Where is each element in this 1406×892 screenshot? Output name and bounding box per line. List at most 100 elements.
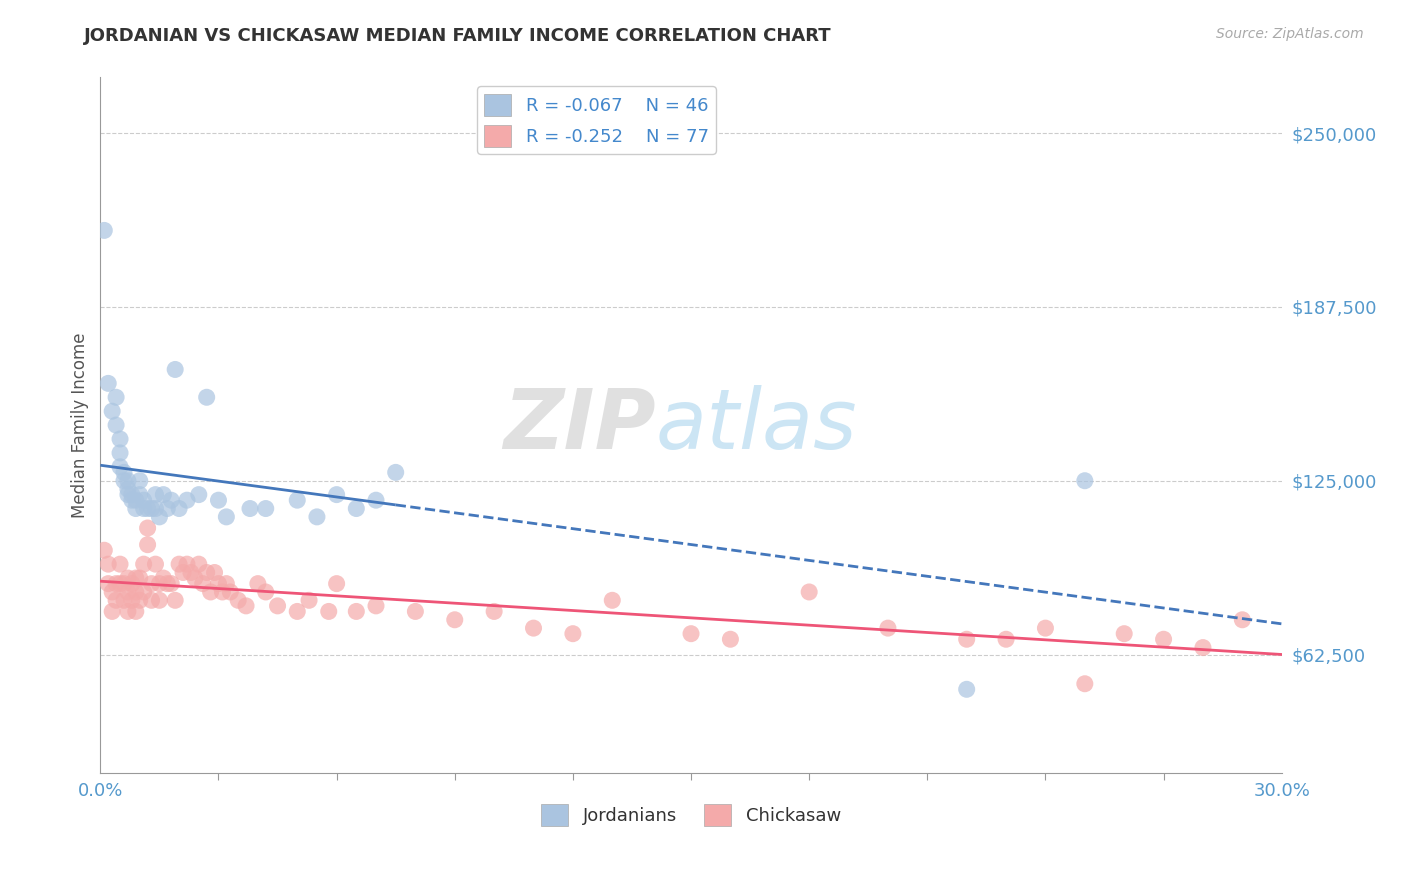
Point	[184, 571, 207, 585]
Point	[108, 459, 131, 474]
Point	[254, 501, 277, 516]
Point	[254, 585, 277, 599]
Point	[344, 501, 367, 516]
Point	[125, 604, 148, 618]
Point	[141, 593, 163, 607]
Point	[877, 621, 900, 635]
Point	[128, 593, 150, 607]
Point	[344, 604, 367, 618]
Point	[121, 576, 143, 591]
Point	[128, 571, 150, 585]
Point	[117, 604, 139, 618]
Text: Source: ZipAtlas.com: Source: ZipAtlas.com	[1216, 27, 1364, 41]
Point	[176, 493, 198, 508]
Point	[1192, 640, 1215, 655]
Point	[187, 557, 209, 571]
Point	[165, 593, 187, 607]
Point	[718, 632, 741, 647]
Point	[108, 446, 131, 460]
Point	[318, 604, 340, 618]
Point	[176, 557, 198, 571]
Point	[522, 621, 544, 635]
Point	[266, 599, 288, 613]
Point	[404, 604, 426, 618]
Point	[1232, 613, 1254, 627]
Point	[215, 576, 238, 591]
Point	[105, 418, 128, 433]
Point	[97, 557, 120, 571]
Point	[211, 585, 233, 599]
Point	[148, 593, 170, 607]
Point	[165, 362, 187, 376]
Point	[121, 493, 143, 508]
Point	[105, 593, 128, 607]
Point	[482, 604, 505, 618]
Point	[1153, 632, 1175, 647]
Point	[160, 576, 183, 591]
Point	[101, 404, 124, 418]
Point	[148, 509, 170, 524]
Point	[156, 576, 179, 591]
Point	[799, 585, 821, 599]
Point	[1074, 474, 1097, 488]
Point	[121, 488, 143, 502]
Point	[93, 223, 115, 237]
Point	[167, 557, 190, 571]
Point	[956, 682, 979, 697]
Text: ZIP: ZIP	[503, 384, 655, 466]
Point	[235, 599, 257, 613]
Point	[108, 557, 131, 571]
Point	[132, 493, 155, 508]
Text: atlas: atlas	[655, 384, 858, 466]
Point	[200, 585, 222, 599]
Point	[187, 488, 209, 502]
Point	[105, 390, 128, 404]
Point	[364, 493, 387, 508]
Point	[172, 566, 194, 580]
Point	[995, 632, 1018, 647]
Point	[117, 585, 139, 599]
Point	[325, 488, 347, 502]
Point	[141, 576, 163, 591]
Point	[108, 576, 131, 591]
Point	[125, 585, 148, 599]
Point	[112, 576, 135, 591]
Point	[215, 509, 238, 524]
Point	[285, 604, 308, 618]
Point	[145, 488, 167, 502]
Point	[132, 585, 155, 599]
Point	[239, 501, 262, 516]
Point	[156, 501, 179, 516]
Point	[145, 557, 167, 571]
Point	[108, 432, 131, 446]
Point	[195, 566, 218, 580]
Point	[443, 613, 465, 627]
Point	[152, 571, 174, 585]
Point	[125, 501, 148, 516]
Point	[148, 576, 170, 591]
Point	[132, 557, 155, 571]
Point	[112, 474, 135, 488]
Point	[167, 501, 190, 516]
Point	[298, 593, 321, 607]
Point	[600, 593, 623, 607]
Point	[204, 566, 226, 580]
Point	[191, 576, 214, 591]
Point	[97, 576, 120, 591]
Point	[97, 376, 120, 391]
Text: JORDANIAN VS CHICKASAW MEDIAN FAMILY INCOME CORRELATION CHART: JORDANIAN VS CHICKASAW MEDIAN FAMILY INC…	[84, 27, 832, 45]
Legend: Jordanians, Chickasaw: Jordanians, Chickasaw	[534, 797, 848, 833]
Point	[105, 576, 128, 591]
Point	[145, 501, 167, 516]
Point	[195, 390, 218, 404]
Point	[132, 501, 155, 516]
Point	[121, 593, 143, 607]
Point	[364, 599, 387, 613]
Point	[128, 474, 150, 488]
Point	[384, 466, 406, 480]
Point	[1035, 621, 1057, 635]
Point	[219, 585, 242, 599]
Point	[117, 474, 139, 488]
Point	[112, 466, 135, 480]
Point	[136, 538, 159, 552]
